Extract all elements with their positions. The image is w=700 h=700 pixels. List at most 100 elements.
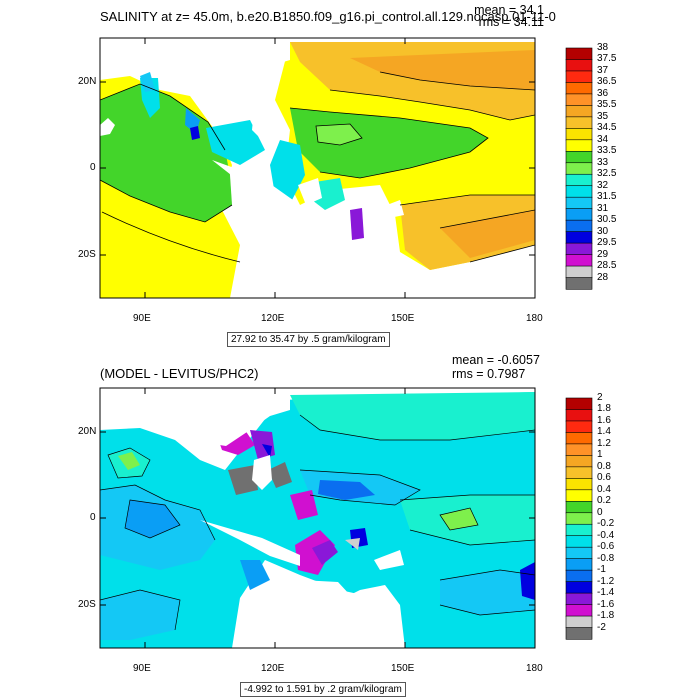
panel1-title: SALINITY at z= 45.0m, b.e20.B1850.f09_g1… [100,9,556,24]
colorbar-label: 35 [597,110,609,122]
colorbar-swatch [565,162,593,175]
colorbar-label: 32 [597,179,609,191]
colorbar-swatch [565,219,593,233]
colorbar-swatch [565,535,593,548]
colorbar-swatch [565,546,593,560]
panel1-lon-90e: 90E [133,313,151,324]
diff-region-gray [228,465,258,495]
colorbar-label: 35.5 [597,99,617,111]
colorbar-swatch [565,150,593,164]
land-new-guinea [374,200,404,220]
colorbar-swatch [565,242,593,256]
colorbar-swatch [565,627,593,640]
panel2-title: (MODEL - LEVITUS/PHC2) [100,366,259,381]
colorbar-label: 29.5 [597,237,617,249]
panel1-mean: mean = 34.1 [474,3,544,17]
panel1-lon-180: 180 [526,313,543,324]
colorbar-swatch [565,208,593,221]
colorbar-label: 0.2 [597,495,611,507]
colorbar-swatch [565,196,593,210]
panel2-mean: mean = -0.6057 [452,353,540,367]
colorbar-label: 1.8 [597,403,611,415]
colorbar-label: -1.4 [597,587,615,599]
colorbar-label: 0.4 [597,483,611,495]
panel1-rms: rms = 34.11 [478,15,544,29]
colorbar-label: 0.6 [597,472,611,484]
colorbar-swatch [565,93,593,106]
colorbar-swatch [565,105,593,118]
panel1-lon-120e: 120E [261,313,285,324]
panel1-lat-0: 0 [90,162,96,173]
colorbar-swatch [565,116,593,129]
colorbar-label: 37 [597,64,609,76]
colorbar-swatch [565,558,593,571]
colorbar-label: 29 [597,248,609,260]
panel1-colorbar [565,47,593,290]
colorbar-label: 36.5 [597,76,617,88]
colorbar-swatch [565,455,593,468]
colorbar-swatch [565,615,593,629]
colorbar-swatch [565,265,593,279]
colorbar-label: 31 [597,202,609,214]
colorbar-label: 37.5 [597,53,617,65]
colorbar-label: 28.5 [597,260,617,272]
colorbar-swatch [565,500,593,514]
panel2-lat-0: 0 [90,512,96,523]
colorbar-label: 0.8 [597,460,611,472]
panel2-lat-20n: 20N [78,426,97,437]
colorbar-swatch [565,478,593,491]
colorbar-label: 31.5 [597,191,617,203]
panel2-lat-20s: 20S [78,599,96,610]
colorbar-label: -1.6 [597,598,615,610]
colorbar-swatch [565,523,593,537]
colorbar-label: 0 [597,506,603,518]
panel1-range-label: 27.92 to 35.47 by .5 gram/kilogram [227,332,390,347]
colorbar-label: 30.5 [597,214,617,226]
land-sumatra-java [212,160,300,216]
colorbar-swatch [565,128,593,141]
colorbar-swatch [565,466,593,479]
colorbar-swatch [565,82,593,95]
colorbar-label: -1.2 [597,575,615,587]
colorbar-swatch [565,443,593,456]
panel1-lat-20s: 20S [78,249,96,260]
colorbar-swatch [565,409,593,422]
panel1-lon-150e: 150E [391,313,415,324]
colorbar-label: 36 [597,87,609,99]
colorbar-swatch [565,592,593,606]
colorbar-label: -2 [597,621,606,633]
colorbar-swatch [565,47,593,61]
panel2-colorbar [565,397,593,640]
panel2-lon-150e: 150E [391,663,415,674]
colorbar-label: 2 [597,392,603,403]
colorbar-swatch [565,185,593,198]
colorbar-label: 32.5 [597,168,617,180]
colorbar-label: 33.5 [597,145,617,157]
colorbar-swatch [565,604,593,617]
colorbar-label: -0.4 [597,529,615,541]
panel2-range-label: -4.992 to 1.591 by .2 gram/kilogram [240,682,406,697]
colorbar-swatch [565,231,593,244]
colorbar-swatch [565,432,593,445]
colorbar-swatch [565,512,593,525]
colorbar-label: 1.2 [597,437,611,449]
diff-region-indian-low [125,500,180,538]
colorbar-swatch [565,581,593,594]
panel2-map-area [100,388,535,648]
colorbar-label: -1.8 [597,610,615,622]
salinity-region-indian-green [100,84,232,222]
colorbar-swatch [565,139,593,152]
colorbar-swatch [565,173,593,187]
colorbar-label: -0.2 [597,518,615,530]
colorbar-label: 1 [597,449,603,461]
panel1-lat-20n: 20N [78,76,97,87]
colorbar-swatch [565,277,593,290]
panel2-rms: rms = 0.7987 [452,367,526,381]
diff-region-base [100,392,535,648]
colorbar-label: 34 [597,133,609,145]
colorbar-label: 1.6 [597,414,611,426]
colorbar-swatch [565,254,593,267]
colorbar-label: 38 [597,42,609,53]
panel2-lon-90e: 90E [133,663,151,674]
